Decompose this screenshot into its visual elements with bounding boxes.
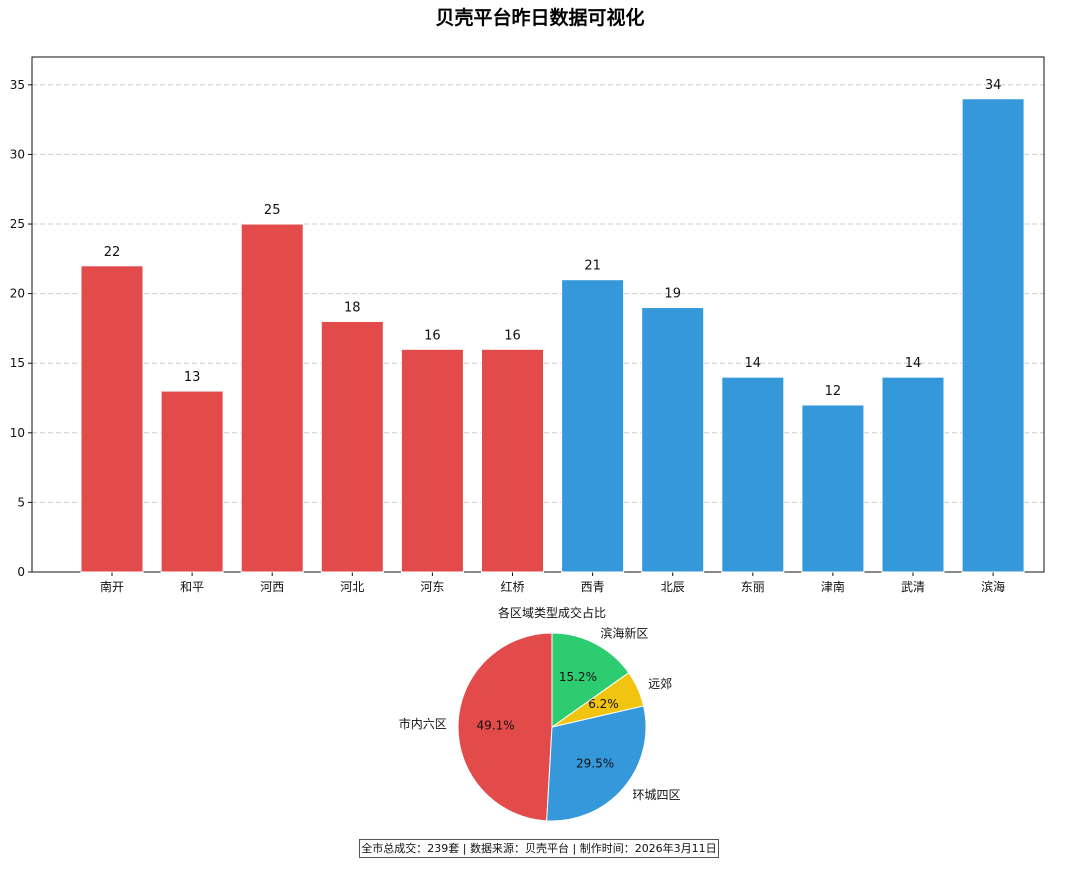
bar-5 (400, 348, 464, 573)
pie-chart: 市内六区 49.1% 环城四区 29.5% 远郊 6.2% 滨海新区 15.2% (399, 625, 680, 822)
bar-value-label: 13 (184, 370, 201, 385)
chart-title: 贝壳平台昨日数据可视化 (435, 6, 644, 29)
bar-value-label: 16 (504, 328, 521, 343)
pie-slice-1 (457, 632, 553, 822)
bar-value-label: 19 (664, 287, 681, 302)
bar-1 (80, 265, 144, 573)
x-tick-label: 河西 (260, 580, 284, 594)
bar-2 (160, 390, 224, 573)
x-tick-label: 北辰 (661, 580, 685, 594)
x-tick-label: 西青 (581, 580, 605, 594)
bar-value-label: 21 (584, 259, 601, 274)
bar-value-label: 14 (745, 356, 762, 371)
x-tick-label: 河北 (340, 580, 364, 594)
bar-value-label: 34 (985, 78, 1002, 93)
pie-slice-2 (546, 705, 647, 822)
bar-11 (881, 376, 945, 573)
y-tick-label: 20 (10, 287, 25, 301)
y-tick-label: 30 (10, 147, 25, 161)
footer-note: 全市总成交：239套 | 数据来源：贝壳平台 | 制作时间：2026年3月11日 (359, 839, 719, 858)
bar-chart: 22 13 25 18 16 16 21 19 14 12 14 34 (80, 78, 1025, 573)
pie-percent-label: 15.2% (559, 670, 597, 684)
bar-8 (641, 307, 705, 573)
x-tick-label: 南开 (100, 579, 124, 594)
pie-slice-label: 滨海新区 (600, 625, 648, 640)
bar-10 (801, 404, 865, 573)
x-tick-label: 津南 (821, 579, 845, 594)
bar-4 (320, 320, 384, 573)
x-tick-label: 河东 (420, 580, 444, 594)
bar-chart-axes: 0 5 10 15 20 25 30 35 南开 和平 河西 河北 河东 红桥 西青 北辰 东丽 津南 武清 滨海 (10, 56, 1045, 594)
bar-value-label: 14 (905, 356, 922, 371)
x-tick-label: 滨海 (981, 579, 1005, 594)
pie-slice-label: 环城四区 (632, 788, 680, 802)
pie-percent-label: 29.5% (576, 756, 614, 770)
x-tick-label: 武清 (901, 580, 925, 594)
x-tick-label: 红桥 (500, 579, 524, 594)
pie-slice-label: 远郊 (648, 677, 672, 691)
y-tick-label: 35 (10, 78, 25, 92)
bar-12 (961, 98, 1025, 573)
x-tick-label: 和平 (180, 580, 204, 594)
bar-3 (240, 223, 304, 573)
x-tick-label: 东丽 (741, 580, 765, 594)
bar-9 (721, 376, 785, 573)
bar-value-label: 16 (424, 328, 441, 343)
y-tick-label: 0 (17, 565, 25, 579)
pie-chart-title: 各区域类型成交占比 (498, 605, 606, 620)
bar-value-label: 18 (344, 300, 361, 315)
pie-slice-4 (551, 632, 630, 728)
bar-7 (561, 279, 625, 573)
pie-slice-label: 市内六区 (399, 716, 447, 731)
bar-value-label: 25 (264, 203, 281, 218)
y-tick-label: 5 (17, 495, 25, 509)
y-tick-label: 10 (10, 426, 25, 440)
bar-value-label: 22 (104, 245, 121, 260)
bar-value-label: 12 (825, 384, 842, 399)
y-tick-label: 25 (10, 217, 25, 231)
pie-percent-label: 6.2% (588, 697, 619, 711)
pie-percent-label: 49.1% (477, 718, 515, 732)
bar-6 (481, 348, 544, 573)
y-tick-label: 15 (10, 356, 25, 370)
